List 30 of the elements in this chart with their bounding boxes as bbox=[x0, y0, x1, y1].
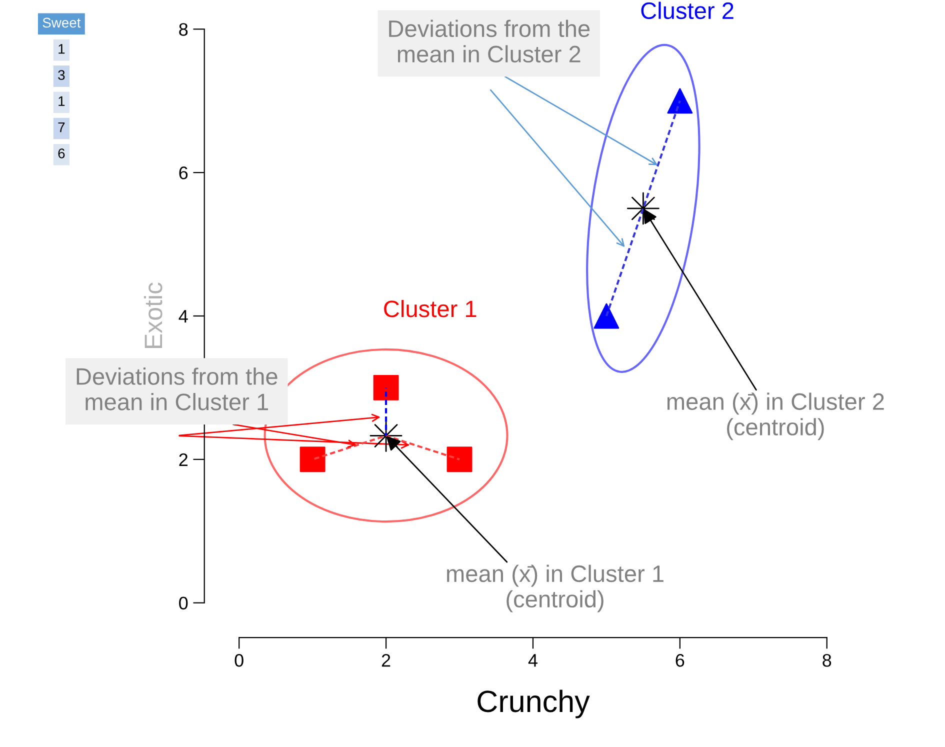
y-tick-label: 4 bbox=[178, 310, 188, 323]
text: Cluster 2 bbox=[641, 2, 734, 20]
x-axis-title: Crunchy bbox=[478, 690, 590, 718]
y-tick-label: 8 bbox=[179, 23, 188, 36]
y-tick-label: 2 bbox=[179, 453, 188, 466]
text: 3 bbox=[58, 70, 65, 80]
x-tick-label: 4 bbox=[528, 654, 538, 667]
y-tick-label: 6 bbox=[179, 166, 188, 180]
annotation: mean (x̄) in Cluster 1 (centroid) bbox=[447, 564, 664, 612]
point bbox=[667, 88, 693, 114]
y-tick-label: 0 bbox=[179, 596, 188, 610]
y-axis-title: Exotic bbox=[144, 282, 162, 348]
point bbox=[446, 446, 472, 472]
x-tick-label: 8 bbox=[822, 654, 832, 667]
point bbox=[626, 192, 660, 225]
point bbox=[373, 374, 399, 400]
text: Sweet bbox=[42, 18, 81, 28]
text: 1 bbox=[58, 96, 65, 106]
point bbox=[300, 446, 326, 472]
x-tick-label: 0 bbox=[234, 654, 244, 667]
annotation: Deviations from the mean in Cluster 1 bbox=[76, 368, 278, 410]
point bbox=[594, 303, 620, 329]
x-tick-label: 2 bbox=[382, 654, 390, 667]
x-tick-label: 6 bbox=[676, 654, 684, 667]
annotation: mean (x̄) in Cluster 2 (centroid) bbox=[667, 392, 884, 440]
text: 6 bbox=[58, 148, 65, 158]
text: 7 bbox=[58, 122, 65, 132]
text: Cluster 1 bbox=[384, 300, 476, 318]
text: 1 bbox=[58, 44, 65, 54]
annotation: Deviations from the mean in Cluster 2 bbox=[389, 20, 590, 63]
